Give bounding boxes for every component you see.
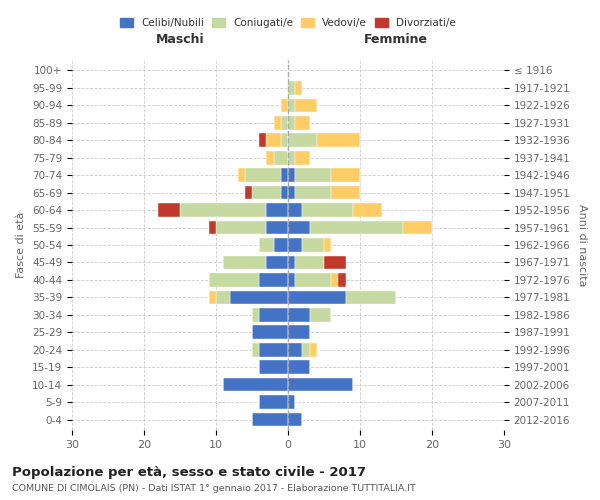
Bar (259, 238, 274, 252)
Bar (288, 168, 295, 182)
Bar (209, 290, 216, 304)
Bar (288, 396, 295, 409)
Bar (288, 326, 310, 339)
Bar (324, 256, 346, 270)
Bar (281, 186, 288, 200)
Bar (295, 98, 317, 112)
Bar (252, 343, 259, 356)
Bar (281, 116, 288, 130)
Bar (259, 273, 288, 286)
Bar (209, 273, 259, 286)
Bar (252, 412, 288, 426)
Bar (238, 168, 245, 182)
Y-axis label: Anni di nascita: Anni di nascita (577, 204, 587, 286)
Bar (288, 98, 295, 112)
Bar (295, 256, 324, 270)
Bar (259, 308, 288, 322)
Bar (223, 378, 288, 392)
Bar (353, 204, 382, 217)
Text: Femmine: Femmine (364, 33, 428, 46)
Bar (281, 98, 288, 112)
Bar (281, 168, 288, 182)
Bar (158, 204, 180, 217)
Bar (288, 256, 295, 270)
Bar (266, 220, 288, 234)
Bar (180, 204, 266, 217)
Bar (266, 204, 288, 217)
Bar (216, 290, 230, 304)
Bar (331, 186, 360, 200)
Text: COMUNE DI CIMOLAIS (PN) - Dati ISTAT 1° gennaio 2017 - Elaborazione TUTTITALIA.I: COMUNE DI CIMOLAIS (PN) - Dati ISTAT 1° … (12, 484, 416, 493)
Bar (331, 168, 360, 182)
Bar (288, 360, 310, 374)
Bar (274, 151, 288, 164)
Bar (403, 220, 432, 234)
Text: Maschi: Maschi (155, 33, 205, 46)
Bar (288, 204, 302, 217)
Bar (274, 238, 288, 252)
Bar (317, 134, 360, 147)
Bar (259, 360, 288, 374)
Bar (310, 343, 317, 356)
Bar (223, 256, 266, 270)
Bar (288, 151, 295, 164)
Bar (288, 238, 302, 252)
Bar (281, 134, 288, 147)
Bar (288, 308, 310, 322)
Bar (288, 186, 295, 200)
Bar (288, 81, 295, 94)
Bar (288, 412, 302, 426)
Bar (252, 308, 259, 322)
Bar (259, 396, 288, 409)
Bar (259, 343, 288, 356)
Bar (266, 151, 274, 164)
Bar (310, 220, 403, 234)
Bar (252, 326, 288, 339)
Bar (302, 204, 353, 217)
Bar (288, 290, 346, 304)
Bar (209, 220, 216, 234)
Bar (288, 220, 310, 234)
Bar (331, 273, 338, 286)
Legend: Celibi/Nubili, Coniugati/e, Vedovi/e, Divorziati/e: Celibi/Nubili, Coniugati/e, Vedovi/e, Di… (116, 14, 460, 32)
Bar (302, 238, 324, 252)
Bar (245, 186, 252, 200)
Bar (295, 116, 310, 130)
Bar (288, 378, 353, 392)
Bar (310, 308, 331, 322)
Bar (295, 168, 331, 182)
Bar (295, 81, 302, 94)
Bar (346, 290, 396, 304)
Text: Popolazione per età, sesso e stato civile - 2017: Popolazione per età, sesso e stato civil… (12, 466, 366, 479)
Bar (324, 238, 331, 252)
Bar (295, 186, 331, 200)
Bar (295, 151, 310, 164)
Bar (259, 134, 266, 147)
Bar (245, 168, 281, 182)
Bar (230, 290, 288, 304)
Bar (295, 273, 331, 286)
Bar (288, 273, 295, 286)
Bar (266, 256, 288, 270)
Bar (338, 273, 346, 286)
Bar (216, 220, 266, 234)
Bar (288, 116, 295, 130)
Bar (288, 343, 302, 356)
Bar (288, 134, 317, 147)
Y-axis label: Fasce di età: Fasce di età (16, 212, 26, 278)
Bar (274, 116, 281, 130)
Bar (302, 343, 310, 356)
Bar (266, 134, 281, 147)
Bar (252, 186, 281, 200)
